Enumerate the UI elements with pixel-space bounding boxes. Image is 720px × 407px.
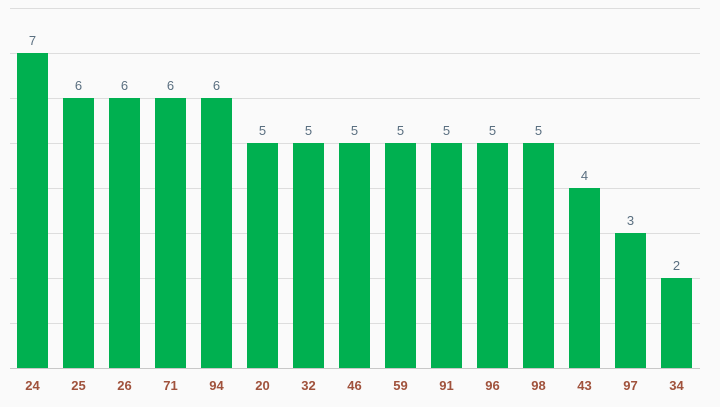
data-labels: 7 6 6 6 6 5 5 5 5 5 5 5 4 3 2 (29, 33, 680, 273)
data-label-96: 5 (489, 123, 496, 138)
x-tick-label-20: 20 (255, 378, 269, 393)
data-label-25: 6 (75, 78, 82, 93)
data-label-24: 7 (29, 33, 36, 48)
data-label-98: 5 (535, 123, 542, 138)
bar-71 (155, 98, 186, 368)
x-tick-label-59: 59 (393, 378, 407, 393)
x-tick-label-98: 98 (531, 378, 545, 393)
data-label-91: 5 (443, 123, 450, 138)
x-tick-label-94: 94 (209, 378, 224, 393)
bar-98 (523, 143, 554, 368)
bar-25 (63, 98, 94, 368)
data-label-26: 6 (121, 78, 128, 93)
bar-43 (569, 188, 600, 368)
data-label-71: 6 (167, 78, 174, 93)
x-tick-label-34: 34 (669, 378, 684, 393)
x-axis-tick-labels: 24 25 26 71 94 20 32 46 59 91 96 98 43 97 34 (25, 378, 684, 393)
bar-97 (615, 233, 646, 368)
x-tick-label-26: 26 (117, 378, 131, 393)
x-tick-label-96: 96 (485, 378, 499, 393)
bar-32 (293, 143, 324, 368)
data-label-94: 6 (213, 78, 220, 93)
bar-46 (339, 143, 370, 368)
bar-24 (17, 53, 48, 368)
bar-94 (201, 98, 232, 368)
bar-26 (109, 98, 140, 368)
data-label-46: 5 (351, 123, 358, 138)
x-tick-label-97: 97 (623, 378, 637, 393)
x-tick-label-24: 24 (25, 378, 40, 393)
x-tick-label-43: 43 (577, 378, 591, 393)
data-label-43: 4 (581, 168, 588, 183)
bar-34 (661, 278, 692, 368)
x-tick-label-46: 46 (347, 378, 361, 393)
bars (17, 53, 692, 368)
data-label-34: 2 (673, 258, 680, 273)
data-label-32: 5 (305, 123, 312, 138)
bar-96 (477, 143, 508, 368)
x-tick-label-71: 71 (163, 378, 177, 393)
data-label-59: 5 (397, 123, 404, 138)
bar-20 (247, 143, 278, 368)
bar-91 (431, 143, 462, 368)
x-tick-label-32: 32 (301, 378, 315, 393)
data-label-20: 5 (259, 123, 266, 138)
x-tick-label-91: 91 (439, 378, 453, 393)
data-label-97: 3 (627, 213, 634, 228)
bar-59 (385, 143, 416, 368)
x-tick-label-25: 25 (71, 378, 85, 393)
